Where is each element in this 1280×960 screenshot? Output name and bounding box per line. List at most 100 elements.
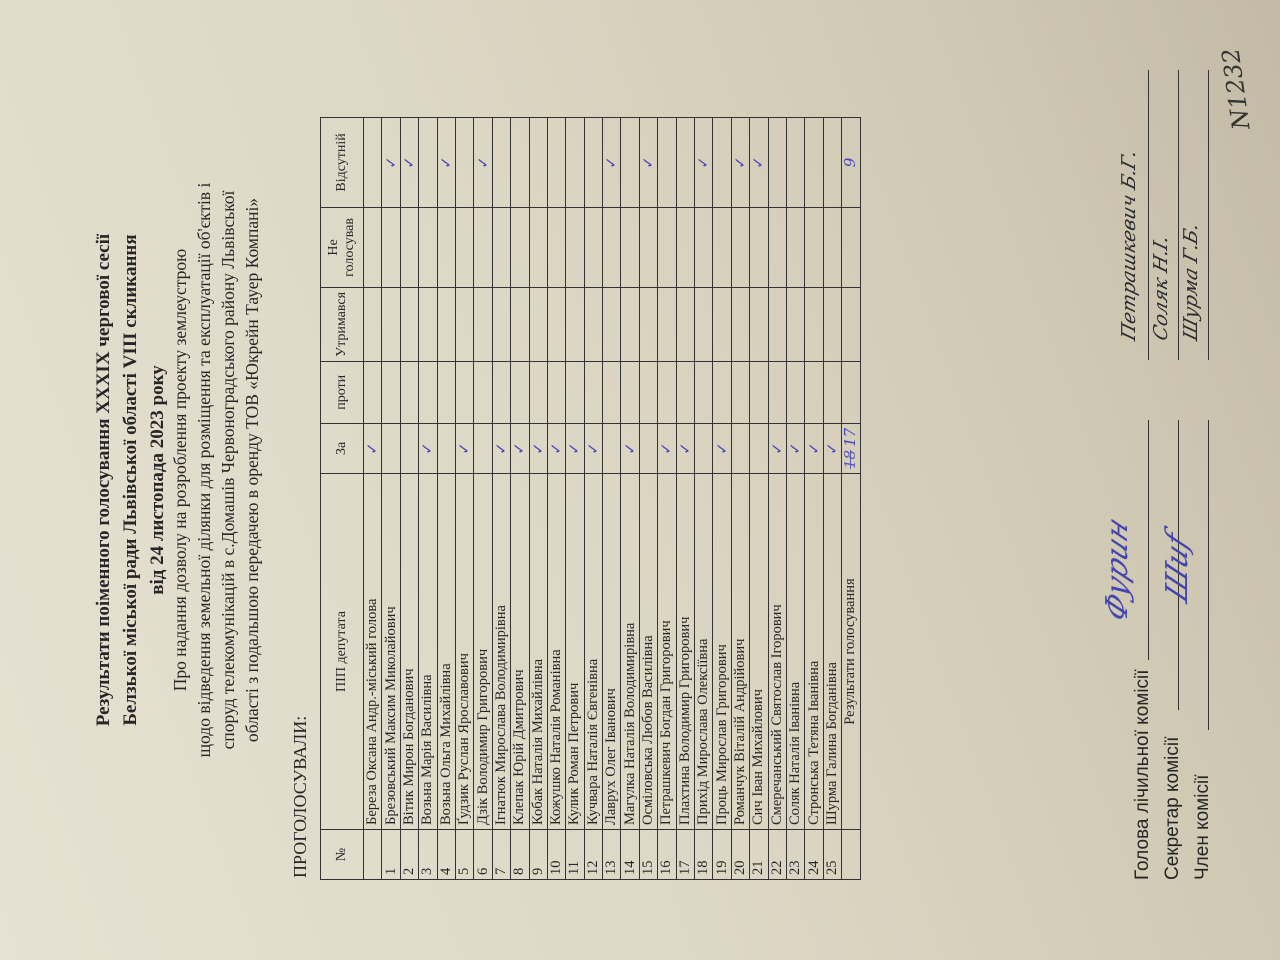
vote-cell-col-abstained [602, 287, 621, 362]
header-col-abstained: Утримався [320, 287, 364, 362]
vote-cell-col-for [602, 423, 621, 474]
vote-cell-col-against [768, 361, 787, 424]
vote-cell-col-not-voted [584, 207, 603, 288]
row-number: 19 [712, 829, 732, 880]
vote-cell-col-against [823, 361, 842, 424]
vote-cell-col-abstained [620, 287, 640, 362]
check-mark-icon: ✓ [529, 442, 547, 455]
check-mark-icon: ✓ [823, 442, 841, 455]
vote-cell-col-against [473, 361, 493, 424]
deputy-name: Береза Оксана Андр.-міський голова [363, 473, 382, 830]
member-label: Член комісії [1192, 774, 1213, 880]
vote-cell-col-abstained [510, 287, 530, 362]
check-mark-icon: ✓ [455, 442, 474, 455]
header-col-against: проти [320, 361, 364, 424]
name-line [1178, 70, 1179, 360]
vote-cell-col-for: ✓ [363, 423, 382, 474]
vote-cell-col-for: ✓ [529, 423, 548, 474]
row-number: 7 [492, 829, 511, 880]
vote-cell-col-not-voted [620, 207, 640, 288]
check-mark-icon: ✓ [768, 442, 786, 455]
vote-cell-col-not-voted [437, 207, 456, 288]
vote-cell-col-for [473, 423, 493, 474]
vote-cell-col-abstained [473, 287, 493, 362]
deputy-name: Лаврух Олег Іванович [602, 473, 621, 830]
name-line [1208, 70, 1209, 360]
row-number: 18 [694, 829, 713, 880]
signature-labels: Голова лічильної комісії Секретар комісі… [1128, 669, 1218, 880]
table-row: 21 Сич Іван Михайлович ✓ [749, 117, 769, 880]
vote-cell-col-not-voted [731, 207, 750, 288]
vote-cell-col-for [694, 423, 713, 474]
vote-cell-col-absent: ✓ [731, 117, 750, 208]
chair-signature: Фурин [1100, 511, 1135, 629]
header-col-absent: Відсутній [320, 117, 364, 208]
vote-cell-col-against [676, 361, 695, 424]
table-row: 23 Соляк Наталія Іванівна ✓ [786, 117, 805, 880]
row-number: 16 [657, 829, 677, 880]
vote-cell-col-for: ✓ [768, 423, 787, 474]
result-absent: 9 [841, 117, 861, 208]
name-line [1148, 70, 1149, 360]
table-row: 6 Дзік Володимир Григорович ✓ [473, 117, 493, 880]
row-number: 24 [804, 829, 824, 880]
title-line: Белзької міської ради Львівської області… [120, 234, 141, 726]
deputy-name: Возьна Марія Василівна [418, 473, 438, 830]
table-row: 2 Вітик Мирон Богданович ✓ [400, 117, 419, 880]
vote-cell-col-against [602, 361, 621, 424]
row-number: 23 [786, 829, 805, 880]
vote-cell-col-against [749, 361, 769, 424]
vote-cell-col-absent [418, 117, 438, 208]
deputy-name: Прихід Мирослава Олексіївна [694, 473, 713, 830]
check-mark-icon: ✓ [602, 156, 621, 169]
deputy-name: Смеречанський Святослав Ігорович [768, 473, 787, 830]
check-mark-icon: ✓ [786, 442, 805, 455]
table-row: 14 Магулка Наталія Володимирівна ✓ [620, 117, 640, 880]
deputy-name: Магулка Наталія Володимирівна [620, 473, 640, 830]
deputy-name: Плахтина Володимир Григорович [676, 473, 695, 830]
row-number: 4 [437, 829, 456, 880]
vote-cell-col-not-voted [694, 207, 713, 288]
check-mark-icon: ✓ [437, 156, 455, 169]
vote-cell-col-abstained [400, 287, 419, 362]
vote-cell-col-abstained [529, 287, 548, 362]
vote-cell-col-not-voted [363, 207, 382, 288]
vote-cell-col-absent [657, 117, 677, 208]
vote-cell-col-for: ✓ [786, 423, 805, 474]
check-mark-icon: ✓ [749, 156, 768, 169]
row-number: 11 [565, 829, 585, 880]
check-mark-icon: ✓ [400, 156, 418, 169]
deputy-name: Дзік Володимир Григорович [473, 473, 493, 830]
vote-cell-col-not-voted [492, 207, 511, 288]
row-number: 14 [620, 829, 640, 880]
deputy-name: Проць Мирослав Григорович [712, 473, 732, 830]
row-number: 6 [473, 829, 493, 880]
vote-cell-col-not-voted [712, 207, 732, 288]
vote-cell-col-for [731, 423, 750, 474]
vote-cell-col-for: ✓ [804, 423, 824, 474]
vote-cell-col-abstained [694, 287, 713, 362]
vote-cell-col-not-voted [510, 207, 530, 288]
vote-cell-col-abstained [768, 287, 787, 362]
vote-cell-col-not-voted [804, 207, 824, 288]
vote-cell-col-not-voted [768, 207, 787, 288]
row-number: 2 [400, 829, 419, 880]
vote-cell-col-abstained [786, 287, 805, 362]
voted-heading: ПРОГОЛОСУВАЛИ: [290, 715, 310, 878]
vote-cell-col-for: ✓ [823, 423, 842, 474]
check-mark-icon: ✓ [694, 156, 713, 169]
deputy-name: Соляк Наталія Іванівна [786, 473, 805, 830]
deputy-name: Стронська Тетяна Іванівна [804, 473, 824, 830]
vote-cell-col-absent [529, 117, 548, 208]
vote-cell-col-abstained [565, 287, 585, 362]
vote-cell-col-against [510, 361, 530, 424]
row-number: 1 [381, 829, 401, 880]
vote-cell-col-abstained [437, 287, 456, 362]
vote-cell-col-absent [455, 117, 474, 208]
member-name: Шурма Г.Б. [1180, 220, 1202, 343]
vote-cell-col-abstained [639, 287, 658, 362]
deputy-name: Брезовський Максим Миколайович [381, 473, 401, 830]
table-row: 13 Лаврух Олег Іванович ✓ [602, 117, 621, 880]
vote-cell-col-abstained [823, 287, 842, 362]
document-number: N1232 [1216, 46, 1256, 132]
